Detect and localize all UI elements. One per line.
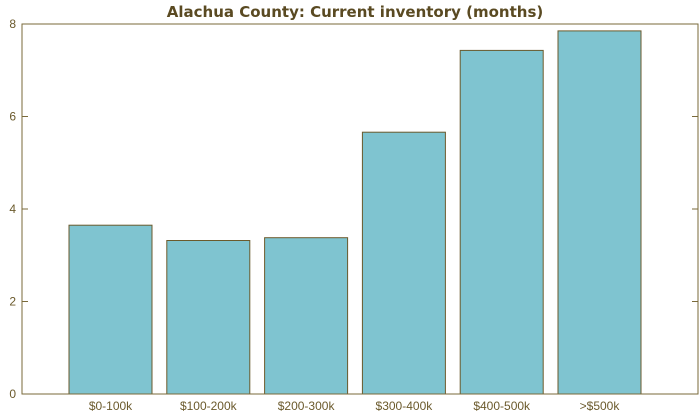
bar-1	[166, 240, 251, 395]
chart-title: Alachua County: Current inventory (month…	[167, 3, 543, 21]
x-axis-ticks: $0-100k $100-200k $200-300k $300-400k $400-5…	[89, 399, 621, 413]
y-tick-label: 6	[9, 110, 16, 124]
bars	[68, 30, 642, 395]
y-tick-label: 8	[9, 17, 16, 31]
bar-4	[459, 49, 544, 395]
bar-5	[557, 30, 642, 395]
x-tick-label: >$500k	[580, 399, 621, 413]
y-tick-label: 4	[9, 202, 16, 216]
y-tick-label: 0	[9, 387, 16, 401]
x-tick-label: $400-500k	[473, 399, 531, 413]
x-tick-label: $0-100k	[89, 399, 133, 413]
y-tick-label: 2	[9, 295, 16, 309]
x-tick-label: $300-400k	[376, 399, 434, 413]
bar-3	[361, 131, 446, 395]
plot-frame	[21, 23, 699, 395]
x-tick-label: $200-300k	[278, 399, 336, 413]
bar-0	[68, 224, 153, 395]
x-tick-label: $100-200k	[180, 399, 238, 413]
bar-2	[264, 237, 349, 395]
